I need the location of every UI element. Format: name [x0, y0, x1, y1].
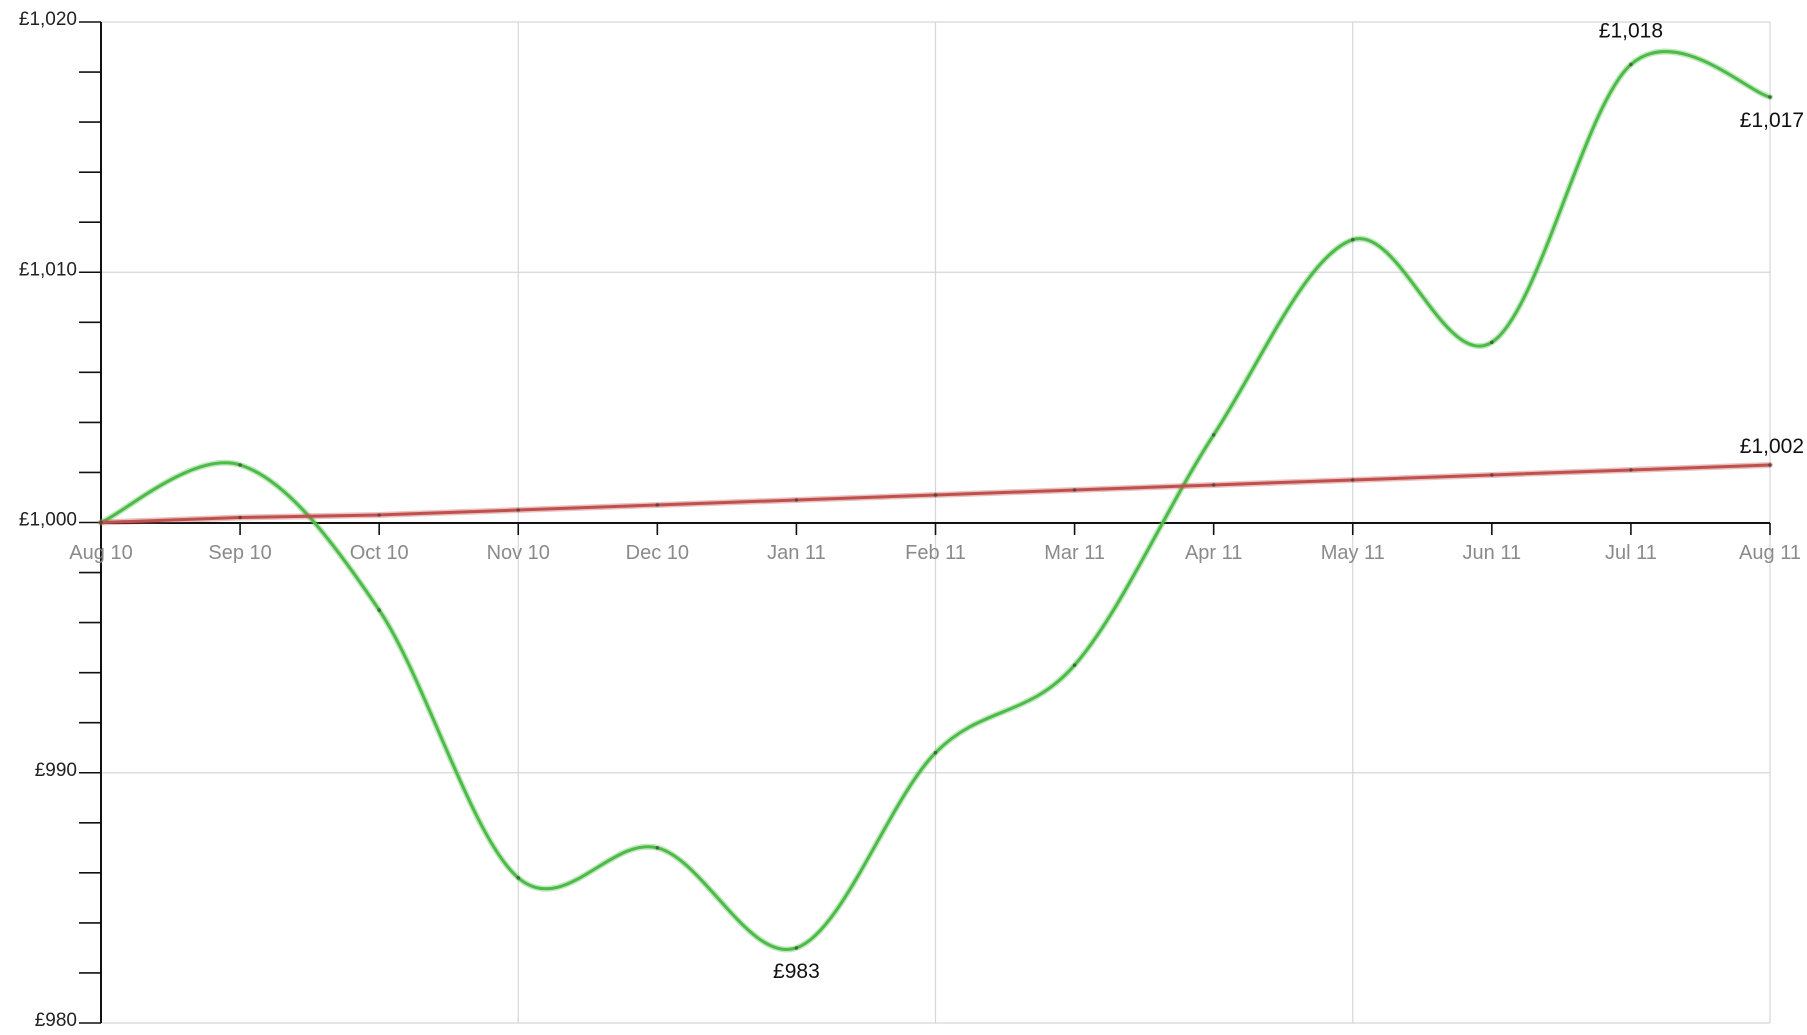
x-tick-label: Dec 10: [626, 542, 689, 564]
data-point: [1072, 663, 1077, 667]
data-point: [238, 463, 242, 467]
x-tick-label: Jul 11: [1605, 542, 1657, 564]
x-tick-label: Sep 10: [208, 542, 271, 564]
data-label: £983: [773, 960, 820, 983]
series-layer: [98, 48, 1773, 953]
data-point: [1211, 483, 1216, 487]
data-point: [1490, 340, 1494, 345]
x-tick-label: Apr 11: [1185, 542, 1242, 564]
x-tick-label: May 11: [1321, 542, 1385, 564]
data-point: [933, 493, 938, 497]
data-point: [1768, 95, 1772, 99]
data-point: [1350, 237, 1355, 242]
series-green-line: [99, 50, 1772, 952]
data-point: [238, 515, 242, 520]
data-label: £1,002: [1740, 435, 1804, 458]
data-point: [1768, 463, 1772, 467]
data-point: [1629, 62, 1633, 67]
data-point: [377, 513, 381, 517]
label-layer: £1,018 £1,017 £983 £1,002: [773, 20, 1804, 983]
x-tick-label: Aug 11: [1739, 542, 1801, 564]
y-tick-label: £980: [35, 1010, 77, 1031]
x-tick-label: Aug 10: [69, 542, 132, 564]
data-point: [1350, 478, 1355, 482]
data-point: [794, 498, 799, 502]
data-point: [794, 946, 799, 950]
data-point: [1211, 433, 1216, 437]
y-tick-label: £1,000: [19, 510, 77, 531]
data-label: £1,018: [1599, 20, 1663, 43]
data-point: [933, 750, 938, 755]
data-point: [377, 608, 381, 612]
y-tick-label: £1,020: [19, 9, 77, 30]
data-point: [516, 876, 521, 880]
data-point: [1490, 473, 1494, 477]
y-tick-label: £1,010: [19, 259, 77, 280]
data-point: [516, 508, 521, 512]
x-tick-label: Oct 10: [350, 542, 409, 564]
data-point: [655, 503, 660, 507]
axis-layer: £980 £990 £1,000 £1,010 £1,020 Aug 10 Sep 10 Oc…: [19, 9, 1801, 1031]
x-tick-label: Mar 11: [1044, 542, 1105, 564]
y-tick-label: £990: [35, 760, 77, 781]
x-tick-label: Feb 11: [905, 542, 966, 564]
data-point: [1072, 488, 1077, 492]
x-tick-label: Jan 11: [767, 542, 826, 564]
x-tick-label: Jun 11: [1463, 542, 1522, 564]
data-point: [1629, 468, 1633, 472]
data-point: [99, 520, 103, 525]
x-tick-label: Nov 10: [487, 542, 550, 564]
data-point: [655, 846, 660, 850]
data-label: £1,017: [1740, 109, 1804, 132]
